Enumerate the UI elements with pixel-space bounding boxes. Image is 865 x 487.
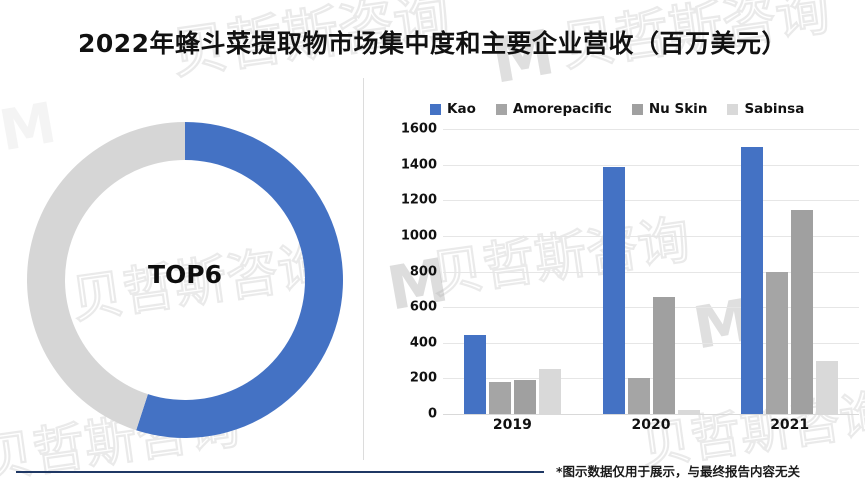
legend-swatch-square <box>430 103 441 115</box>
bar-chart-panel: Kao Amorepacific Nu Skin Sabinsa 1600 1400 12… <box>385 95 863 455</box>
bar-amorepacific-2019[interactable] <box>488 381 511 414</box>
donut-center-label: TOP6 <box>147 260 223 289</box>
gridline <box>443 129 859 130</box>
legend-label: Amorepacific <box>512 101 612 117</box>
legend-item-nu-skin[interactable]: Nu Skin <box>631 101 708 117</box>
bar-group-2019 <box>443 129 582 414</box>
bar-sabinsa-2021[interactable] <box>816 360 839 414</box>
y-axis-tick: 400 <box>409 335 437 351</box>
y-axis-tick: 1600 <box>400 121 437 137</box>
gridline <box>443 342 859 344</box>
gridline <box>443 235 859 237</box>
bar-amorepacific-2020[interactable] <box>627 378 650 414</box>
gridline <box>443 307 859 309</box>
y-axis-tick: 1200 <box>400 192 437 208</box>
bar-kao-2019[interactable] <box>463 334 486 414</box>
legend-item-amorepacific[interactable]: Amorepacific <box>495 101 612 117</box>
y-axis-tick: 200 <box>409 370 437 386</box>
bar-kao-2020[interactable] <box>602 167 625 414</box>
chart-footnote: *图示数据仅用于展示，与最终报告内容无关 <box>556 464 801 479</box>
gridline <box>443 164 859 166</box>
bar-nu-skin-2021[interactable] <box>791 210 814 414</box>
legend-swatch-square <box>631 103 643 115</box>
x-axis-label-2019: 2019 <box>492 417 532 433</box>
bar-groups <box>443 129 859 414</box>
legend-label: Sabinsa <box>744 101 805 117</box>
legend-item-kao[interactable]: Kao <box>430 101 476 117</box>
y-axis-tick: 800 <box>409 264 437 279</box>
y-axis-tick: 1000 <box>400 228 437 244</box>
bar-group-2021 <box>720 129 859 414</box>
donut-segment-others <box>27 122 186 431</box>
legend-label: Nu Skin <box>648 101 708 117</box>
donut-chart <box>27 121 344 438</box>
y-axis-tick: 0 <box>427 406 437 422</box>
donut-chart-panel: TOP6 <box>10 100 360 460</box>
bar-sabinsa-2019[interactable] <box>538 369 561 414</box>
x-axis-label-2020: 2020 <box>631 417 671 433</box>
donut-segment-top6 <box>136 121 344 438</box>
legend-label: Kao <box>447 101 476 117</box>
bar-chart-plot: 1600 1400 1200 1000 800 600 400 200 0 2019 2020 20… <box>385 122 863 455</box>
x-axis: 2019 2020 2021 <box>443 417 859 433</box>
gridline <box>443 271 859 273</box>
y-axis-tick: 600 <box>409 299 437 315</box>
bottom-divider-rule <box>16 471 544 473</box>
bar-nu-skin-2019[interactable] <box>513 380 536 414</box>
page-title: 2022年蜂斗菜提取物市场集中度和主要企业营收（百万美元） <box>77 29 788 58</box>
gridline <box>443 414 859 415</box>
legend-swatch-square <box>495 103 507 115</box>
bar-nu-skin-2020[interactable] <box>652 297 675 414</box>
y-axis: 1600 1400 1200 1000 800 600 400 200 0 <box>385 122 441 422</box>
gridline <box>443 200 859 202</box>
plot-area <box>443 129 859 415</box>
panel-divider <box>363 78 364 460</box>
gridline <box>443 378 859 380</box>
x-axis-label-2021: 2021 <box>770 417 810 433</box>
legend-item-sabinsa[interactable]: Sabinsa <box>727 101 804 117</box>
bar-amorepacific-2021[interactable] <box>766 271 789 414</box>
legend-swatch-square <box>727 103 739 115</box>
chart-legend: Kao Amorepacific Nu Skin Sabinsa <box>430 101 804 117</box>
bar-sabinsa-2020[interactable] <box>677 409 700 414</box>
bar-kao-2021[interactable] <box>741 146 764 414</box>
y-axis-tick: 1400 <box>400 157 437 173</box>
bar-group-2020 <box>582 129 721 414</box>
